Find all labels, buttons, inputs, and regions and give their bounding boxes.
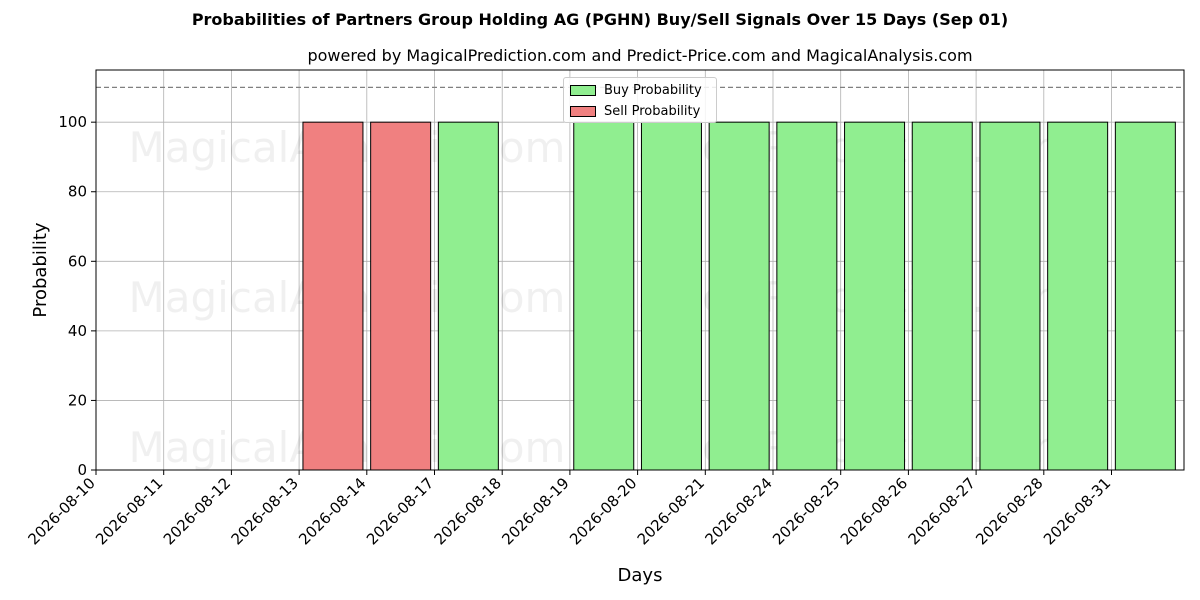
x-tick-label: 2026-08-13 [228,474,302,548]
legend-swatch-sell [570,105,596,117]
buy-bar [640,121,702,471]
x-tick-label: 2026-08-24 [701,474,775,548]
x-tick-label: 2026-08-26 [837,474,911,548]
x-axis-label: Days [618,565,663,586]
x-tick-label: 2026-08-28 [972,474,1046,548]
x-tick-label: 2026-08-11 [92,474,166,548]
legend-label-sell: Sell Probability [604,103,701,119]
y-tick-label: 100 [58,113,87,131]
legend-label-buy: Buy Probability [604,82,702,98]
legend-item-buy: Buy Probability [570,82,702,98]
x-tick-label: 2026-08-31 [1040,474,1114,548]
legend-item-sell: Sell Probability [570,103,700,119]
buy-bar [979,121,1041,471]
x-tick-label: 2026-08-27 [905,474,979,548]
buy-bar [911,121,973,471]
x-tick-label: 2026-08-25 [769,474,843,548]
buy-bar [573,121,635,471]
legend: Buy Probability Sell Probability [563,77,717,123]
y-tick-label: 80 [68,183,87,201]
plot-frame [95,69,1185,471]
buy-bar [776,121,838,471]
y-tick-label: 60 [68,252,87,270]
chart-title: Probabilities of Partners Group Holding … [191,10,1009,29]
x-tick-label: 2026-08-12 [160,474,234,548]
x-tick-label: 2026-08-20 [566,474,640,548]
buy-bar [437,121,499,471]
buy-bar [1047,121,1109,471]
x-tick-label: 2026-08-17 [363,474,437,548]
x-tick-label: 2026-08-10 [24,474,98,548]
sell-bar [302,121,364,471]
y-tick-label: 40 [68,322,87,340]
buy-bar [844,121,906,471]
y-tick-label: 20 [68,391,87,409]
y-tick-label: 0 [77,461,87,479]
sell-bar [370,121,432,471]
x-tick-label: 2026-08-14 [295,474,369,548]
y-axis-label: Probability [30,222,51,317]
chart-subtitle: powered by MagicalPrediction.com and Pre… [307,46,973,65]
x-tick-label: 2026-08-21 [634,474,708,548]
buy-bar [1114,121,1176,471]
legend-swatch-buy [570,84,596,96]
x-tick-label: 2026-08-19 [498,474,572,548]
x-tick-label: 2026-08-18 [431,474,505,548]
buy-bar [708,121,770,471]
